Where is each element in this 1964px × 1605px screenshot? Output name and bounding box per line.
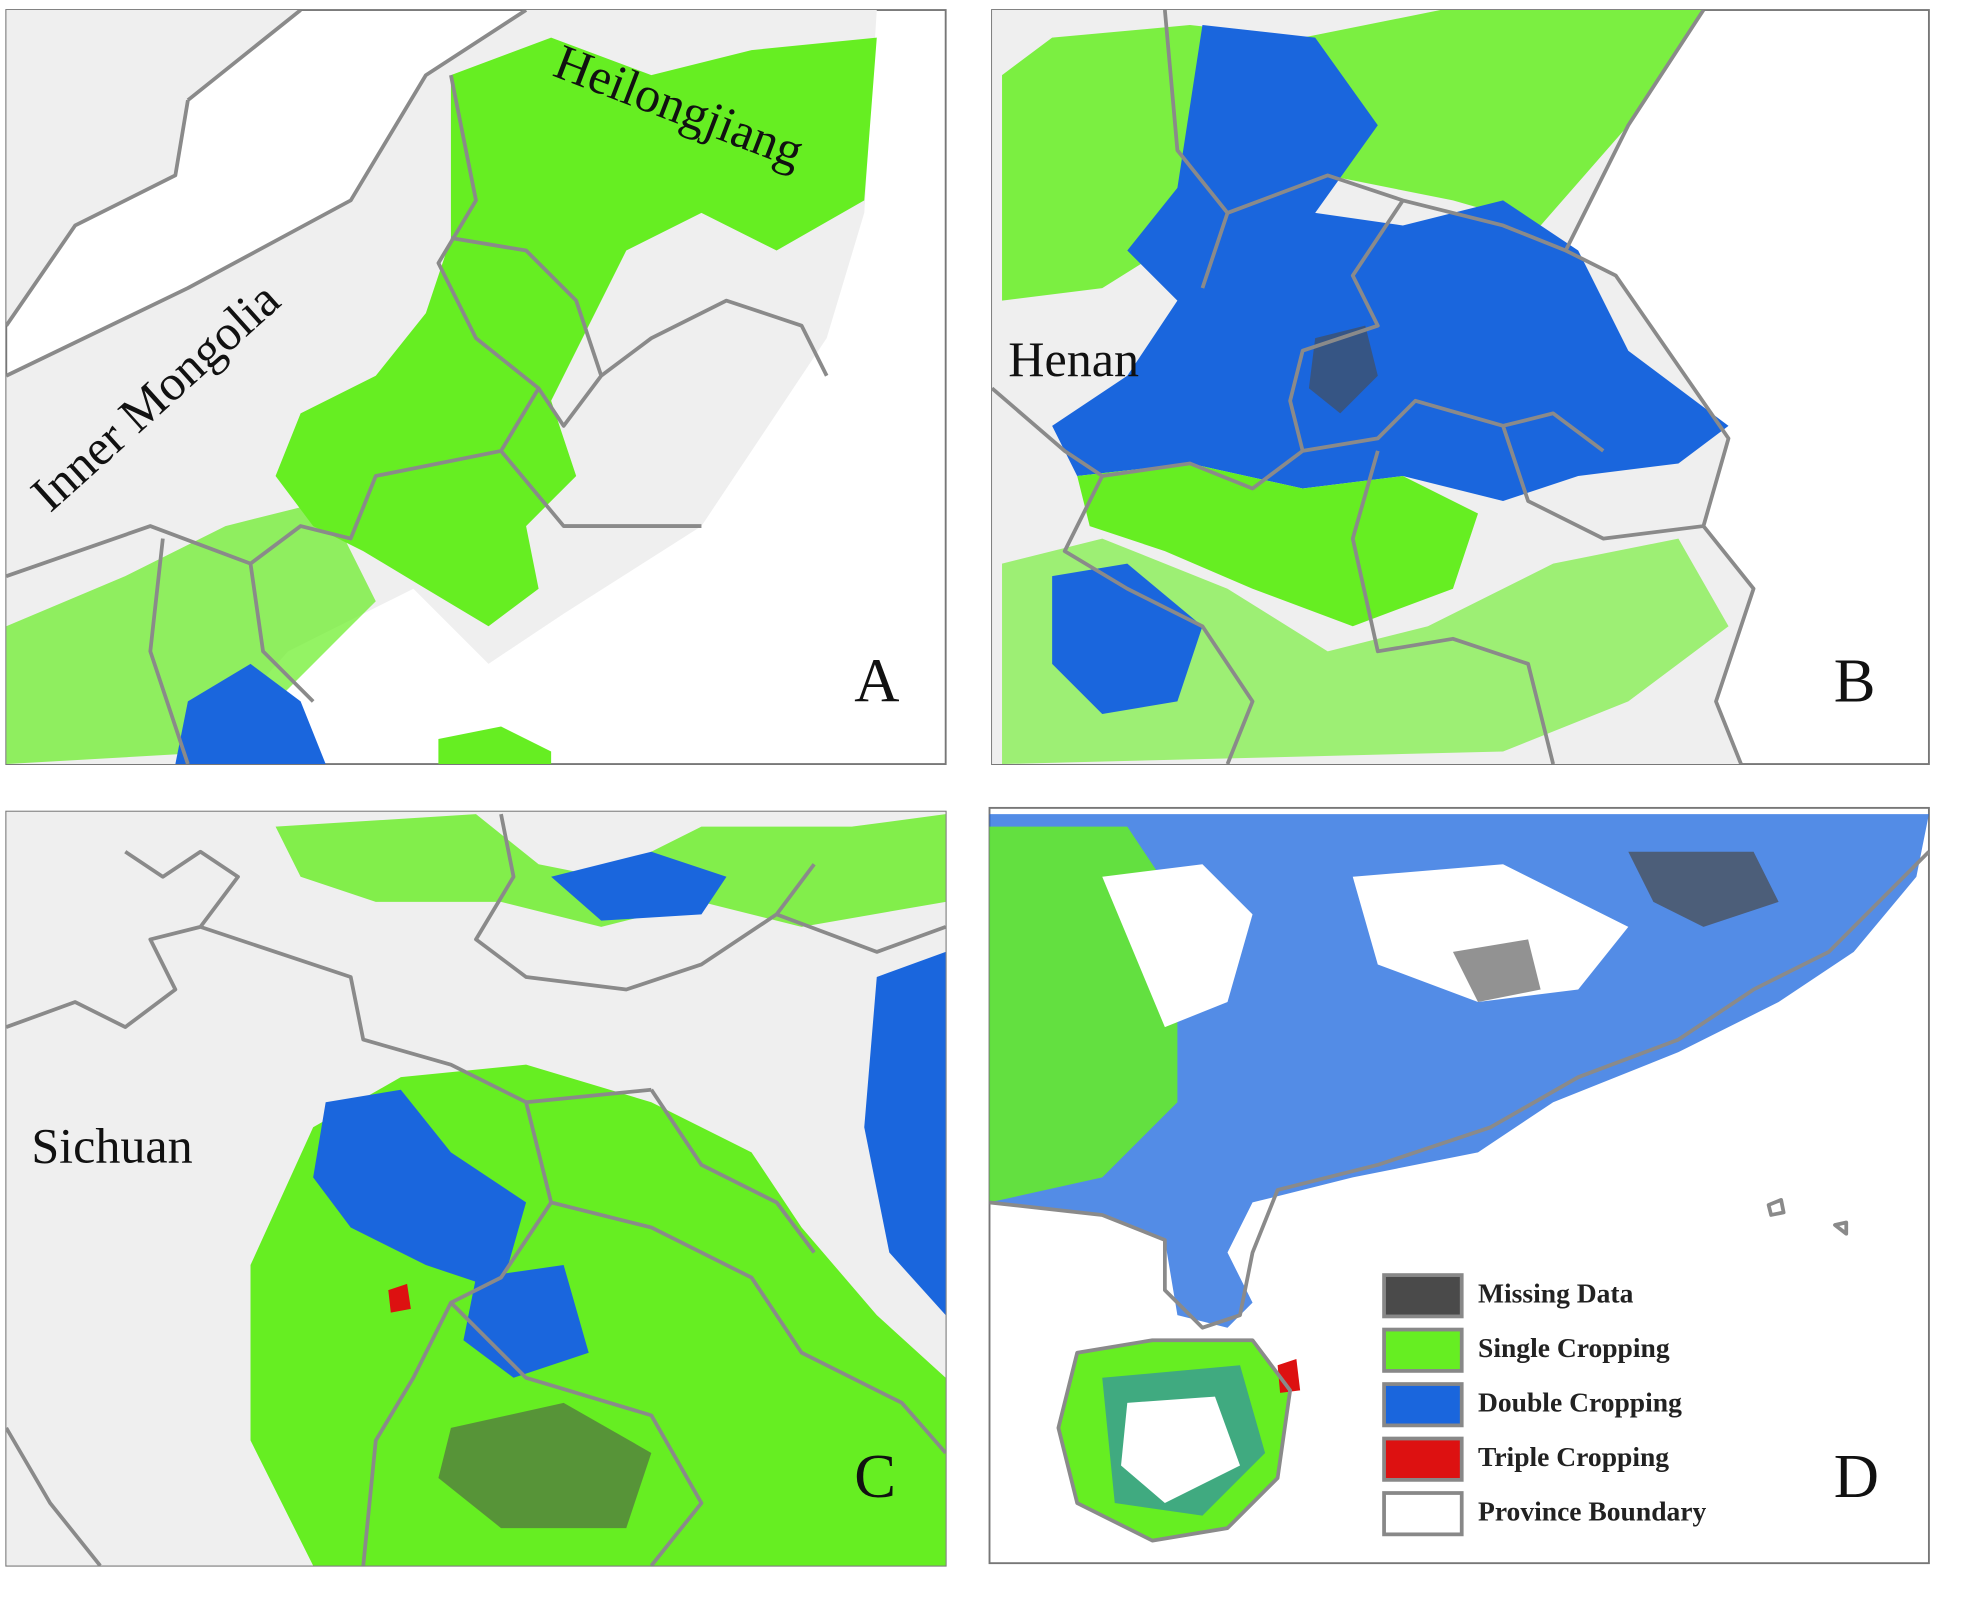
legend-swatch xyxy=(1382,1491,1464,1537)
panel-letter: B xyxy=(1834,645,1876,715)
panel-d: Missing Data Single Cropping Double Croppi… xyxy=(988,806,1930,1565)
legend-label: Single Cropping xyxy=(1478,1332,1670,1363)
region-label: Sichuan xyxy=(31,1117,192,1173)
legend-label: Double Cropping xyxy=(1478,1387,1682,1418)
panel-b: Henan B xyxy=(991,9,1930,765)
region-label: Henan xyxy=(1008,331,1139,387)
legend-label: Missing Data xyxy=(1478,1278,1634,1309)
legend-swatch xyxy=(1382,1327,1464,1373)
legend-swatch xyxy=(1382,1436,1464,1482)
panel-letter: C xyxy=(854,1441,896,1511)
legend-swatch xyxy=(1382,1273,1464,1319)
panel-letter: D xyxy=(1834,1441,1879,1511)
legend-swatch xyxy=(1382,1382,1464,1428)
panel-c: Sichuan C xyxy=(5,810,947,1567)
legend-label: Province Boundary xyxy=(1478,1496,1707,1527)
legend-label: Triple Cropping xyxy=(1478,1441,1669,1472)
legend: Missing Data Single Cropping Double Croppi… xyxy=(1382,1273,1707,1537)
panel-letter: A xyxy=(854,645,899,715)
panel-a: Inner Mongolia Heilongjiang A xyxy=(5,9,947,765)
